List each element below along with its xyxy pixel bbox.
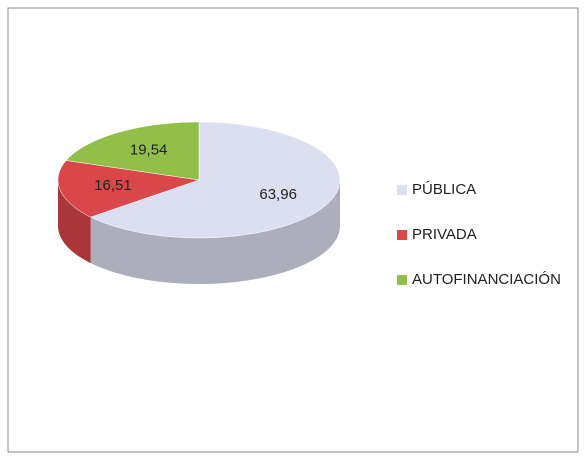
legend-label: AUTOFINANCIACIÓN <box>412 271 561 288</box>
pie-slice <box>89 121 341 239</box>
legend-label: PRIVADA <box>412 226 477 243</box>
pie-slice <box>57 160 200 218</box>
legend-swatch <box>397 275 407 285</box>
legend-swatch <box>397 185 407 195</box>
data-label: 16,51 <box>94 177 132 194</box>
pie-slice-side <box>90 180 341 284</box>
legend-label: PÚBLICA <box>412 181 476 198</box>
data-label: 63,96 <box>259 186 297 203</box>
pie-slice <box>65 121 200 181</box>
legend-swatch <box>397 230 407 240</box>
pie-slice-side <box>58 180 91 264</box>
data-label: 19,54 <box>130 142 168 159</box>
